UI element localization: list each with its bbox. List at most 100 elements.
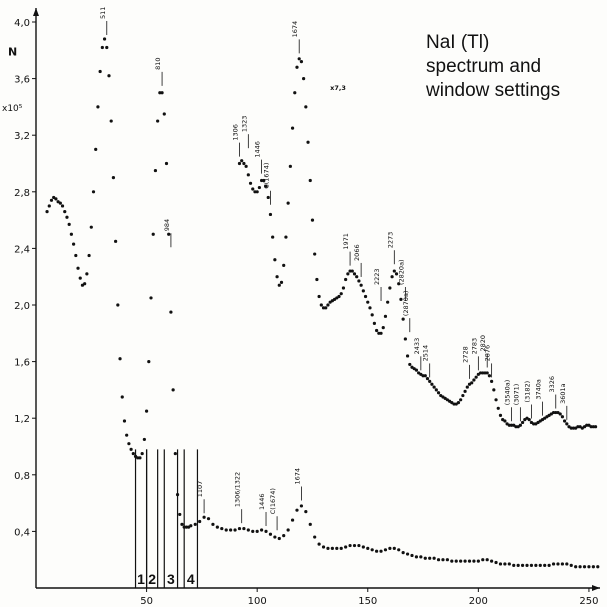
data-point: [120, 395, 124, 399]
data-point: [459, 559, 463, 563]
data-point: [370, 548, 374, 552]
data-point: [149, 296, 153, 300]
annotation-label: C(1674): [262, 163, 270, 189]
data-point: [49, 198, 54, 202]
data-point: [485, 558, 489, 562]
data-point: [273, 258, 277, 262]
data-point: [162, 112, 166, 116]
y-tick-label: 1,2: [14, 414, 30, 425]
data-point: [538, 563, 542, 567]
data-point: [91, 190, 96, 194]
data-point: [83, 282, 87, 286]
data-point: [352, 272, 357, 276]
data-point: [326, 546, 330, 550]
data-point: [308, 522, 312, 526]
data-point: [248, 181, 253, 185]
data-point: [397, 282, 401, 286]
data-point: [421, 374, 425, 378]
data-point: [512, 563, 516, 567]
data-point: [490, 559, 494, 563]
data-point: [591, 565, 595, 569]
data-point: [100, 45, 104, 50]
data-point: [339, 292, 343, 296]
data-point: [233, 528, 237, 532]
y-tick-label: 2,4: [14, 244, 30, 255]
data-point: [116, 303, 120, 307]
data-point: [574, 565, 578, 569]
data-point: [275, 275, 279, 279]
data-point: [379, 549, 383, 553]
data-point: [175, 493, 180, 497]
data-point: [556, 562, 560, 566]
data-point: [430, 382, 434, 386]
title-line: spectrum and: [426, 56, 541, 77]
data-point: [114, 239, 118, 243]
data-point: [456, 401, 461, 405]
annotation-label: 1323: [240, 116, 248, 133]
data-point: [476, 559, 480, 563]
data-point: [492, 388, 496, 392]
y-axis-label: N: [8, 45, 17, 58]
series-2: [237, 57, 598, 430]
data-point: [109, 119, 113, 123]
data-point: [361, 545, 365, 549]
annotation-label: (3540a): [504, 380, 512, 406]
data-point: [494, 398, 498, 402]
data-point: [290, 126, 295, 130]
x-axis-arrow: [592, 585, 600, 591]
data-point: [386, 300, 390, 304]
data-point: [253, 190, 257, 194]
data-point: [125, 433, 129, 437]
data-point: [399, 297, 403, 301]
data-point: [403, 337, 407, 341]
data-point: [158, 91, 162, 95]
data-point: [65, 215, 69, 219]
data-point: [344, 545, 348, 549]
data-point: [211, 522, 215, 526]
data-point: [237, 161, 242, 166]
data-point: [593, 425, 598, 429]
data-point: [138, 456, 142, 460]
annotation-label: 3326: [548, 376, 556, 393]
data-point: [131, 451, 135, 456]
y-tick-label: 3,2: [14, 131, 30, 142]
data-point: [569, 426, 573, 430]
data-point: [295, 508, 299, 512]
data-point: [286, 201, 290, 205]
data-point: [459, 398, 463, 402]
data-point: [392, 546, 396, 550]
data-point: [472, 559, 476, 563]
y-tick-label: 0,4: [14, 527, 30, 538]
data-point: [428, 556, 432, 560]
data-point: [563, 419, 567, 423]
data-point: [432, 385, 436, 389]
data-point: [375, 328, 379, 333]
data-point: [465, 385, 469, 389]
data-point: [264, 184, 268, 188]
data-point: [481, 371, 485, 375]
data-point: [419, 555, 423, 559]
data-point: [554, 410, 558, 415]
data-point: [543, 563, 547, 567]
data-point: [370, 313, 374, 317]
data-point: [315, 277, 319, 282]
data-point: [357, 279, 361, 283]
data-point: [220, 526, 224, 531]
data-point: [262, 178, 266, 183]
data-point: [286, 528, 290, 532]
data-point: [313, 535, 317, 539]
x-tick-label: 50: [140, 596, 153, 607]
data-point: [571, 426, 576, 430]
data-point: [582, 565, 587, 569]
data-point: [366, 300, 370, 304]
data-point: [348, 543, 352, 548]
data-point: [401, 551, 405, 555]
data-point: [215, 525, 219, 529]
data-point: [326, 303, 330, 307]
annotation-label: 1446: [254, 141, 262, 158]
x-tick-label: 150: [358, 596, 377, 607]
data-point: [198, 519, 202, 524]
title-line: NaI (Tl): [426, 32, 489, 53]
